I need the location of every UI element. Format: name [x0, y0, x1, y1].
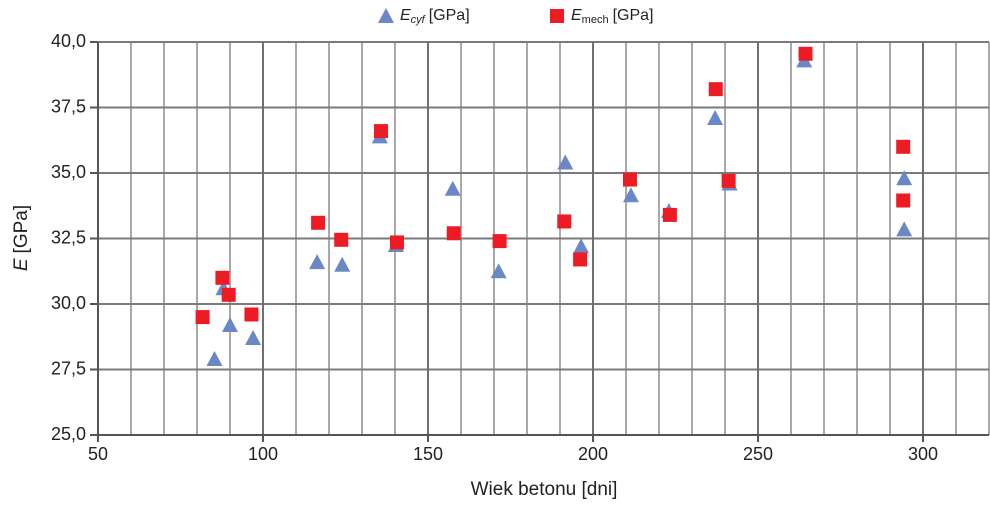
x-tick-label: 50 — [88, 444, 108, 464]
square-marker — [662, 207, 677, 222]
square-marker — [334, 232, 349, 247]
x-tick-label: 250 — [743, 444, 773, 464]
x-tick-label: 100 — [248, 444, 278, 464]
legend-subscript: mech — [582, 14, 609, 26]
square-marker — [557, 214, 572, 229]
square-marker — [708, 82, 723, 97]
square-marker — [215, 270, 230, 285]
y-axis-label: E [GPa] — [11, 205, 32, 271]
square-marker — [446, 226, 461, 241]
y-tick-label: 40,0 — [51, 31, 86, 51]
triangle-marker — [245, 330, 262, 346]
triangle-marker — [573, 238, 590, 254]
square-marker — [311, 215, 326, 230]
legend-symbol: E — [400, 7, 411, 24]
y-tick-label: 25,0 — [51, 424, 86, 444]
square-marker — [798, 46, 813, 61]
square-marker — [244, 307, 259, 322]
triangle-marker — [557, 154, 574, 170]
y-axis-label-unit: [GPa] — [11, 205, 32, 254]
square-marker — [721, 173, 736, 188]
triangle-marker — [334, 256, 351, 272]
square-marker — [896, 139, 911, 154]
square-marker — [622, 172, 637, 187]
square-marker — [389, 235, 404, 250]
y-tick-label: 27,5 — [51, 358, 86, 378]
legend-item: Ecyf [GPa] — [400, 7, 470, 26]
triangle-marker — [896, 221, 913, 237]
square-marker — [550, 9, 564, 23]
y-tick-label: 32,5 — [51, 227, 86, 247]
triangle-marker — [309, 254, 326, 270]
triangle-marker — [222, 316, 238, 332]
legend-unit: [GPa] — [429, 7, 470, 24]
y-tick-label: 35,0 — [51, 162, 86, 182]
triangle-marker — [490, 263, 507, 279]
legend-unit: [GPa] — [613, 7, 654, 24]
triangle-marker — [378, 8, 394, 23]
x-axis-label: Wiek betonu [dni] — [471, 479, 618, 500]
legend-item: Emech [GPa] — [571, 7, 653, 26]
triangle-marker — [707, 109, 724, 125]
y-tick-label: 30,0 — [51, 293, 86, 313]
y-tick-label: 37,5 — [51, 96, 86, 116]
square-marker — [195, 310, 210, 325]
triangle-marker — [622, 187, 639, 203]
legend-symbol: E — [571, 7, 582, 24]
legend-subscript: cyf — [411, 14, 426, 26]
x-tick-label: 300 — [908, 444, 938, 464]
y-axis-label-symbol: E — [11, 258, 32, 271]
triangle-marker — [206, 351, 223, 367]
square-marker — [492, 234, 507, 249]
triangle-marker — [444, 180, 461, 196]
square-marker — [221, 287, 236, 302]
x-tick-label: 200 — [578, 444, 608, 464]
x-tick-label: 150 — [413, 444, 443, 464]
legend-label: Emech [GPa] — [571, 7, 653, 26]
triangle-marker — [896, 170, 913, 186]
square-marker — [896, 193, 911, 208]
square-marker — [373, 124, 388, 139]
legend-label: Ecyf [GPa] — [400, 7, 470, 26]
square-marker — [573, 252, 588, 267]
